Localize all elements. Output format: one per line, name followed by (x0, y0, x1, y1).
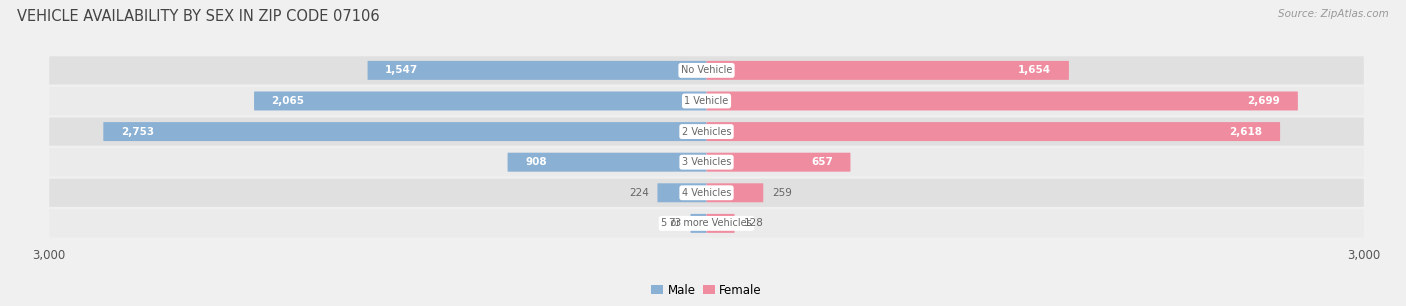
Text: 2,065: 2,065 (271, 96, 305, 106)
Text: 2 Vehicles: 2 Vehicles (682, 127, 731, 136)
Text: 4 Vehicles: 4 Vehicles (682, 188, 731, 198)
FancyBboxPatch shape (707, 122, 1279, 141)
FancyBboxPatch shape (254, 91, 707, 110)
Text: No Vehicle: No Vehicle (681, 65, 733, 75)
FancyBboxPatch shape (49, 148, 1364, 176)
Text: 2,699: 2,699 (1247, 96, 1281, 106)
Text: 2,618: 2,618 (1230, 127, 1263, 136)
Text: 1,547: 1,547 (385, 65, 419, 75)
FancyBboxPatch shape (658, 183, 707, 202)
Text: VEHICLE AVAILABILITY BY SEX IN ZIP CODE 07106: VEHICLE AVAILABILITY BY SEX IN ZIP CODE … (17, 9, 380, 24)
Text: Source: ZipAtlas.com: Source: ZipAtlas.com (1278, 9, 1389, 19)
Text: 128: 128 (744, 218, 763, 228)
Text: 5 or more Vehicles: 5 or more Vehicles (661, 218, 752, 228)
FancyBboxPatch shape (508, 153, 707, 172)
FancyBboxPatch shape (707, 153, 851, 172)
Text: 2,753: 2,753 (121, 127, 155, 136)
Text: 1 Vehicle: 1 Vehicle (685, 96, 728, 106)
Text: 259: 259 (772, 188, 792, 198)
Text: 73: 73 (668, 218, 682, 228)
Text: 908: 908 (524, 157, 547, 167)
FancyBboxPatch shape (707, 91, 1298, 110)
FancyBboxPatch shape (707, 61, 1069, 80)
FancyBboxPatch shape (707, 214, 734, 233)
Text: 3 Vehicles: 3 Vehicles (682, 157, 731, 167)
Text: 657: 657 (811, 157, 832, 167)
FancyBboxPatch shape (707, 183, 763, 202)
FancyBboxPatch shape (103, 122, 707, 141)
FancyBboxPatch shape (49, 56, 1364, 84)
FancyBboxPatch shape (49, 118, 1364, 146)
FancyBboxPatch shape (690, 214, 707, 233)
Legend: Male, Female: Male, Female (647, 279, 766, 302)
FancyBboxPatch shape (367, 61, 707, 80)
FancyBboxPatch shape (49, 179, 1364, 207)
Text: 224: 224 (628, 188, 648, 198)
Text: 1,654: 1,654 (1018, 65, 1052, 75)
FancyBboxPatch shape (49, 87, 1364, 115)
FancyBboxPatch shape (49, 209, 1364, 237)
